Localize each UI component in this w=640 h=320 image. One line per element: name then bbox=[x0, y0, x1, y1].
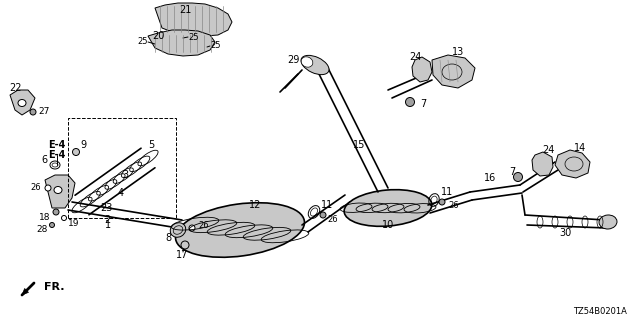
Text: 9: 9 bbox=[80, 140, 86, 150]
Text: 22: 22 bbox=[9, 83, 21, 93]
Text: 12: 12 bbox=[249, 200, 261, 210]
Circle shape bbox=[45, 185, 51, 191]
Text: 11: 11 bbox=[321, 200, 333, 210]
Circle shape bbox=[513, 172, 522, 181]
Text: 25: 25 bbox=[210, 42, 221, 51]
Polygon shape bbox=[555, 150, 590, 178]
Text: 19: 19 bbox=[68, 220, 79, 228]
Polygon shape bbox=[432, 55, 475, 88]
Ellipse shape bbox=[344, 190, 432, 226]
Text: 24: 24 bbox=[409, 52, 421, 62]
Text: 4: 4 bbox=[118, 188, 124, 198]
Text: 30: 30 bbox=[559, 228, 571, 238]
Text: 18: 18 bbox=[38, 212, 50, 221]
Circle shape bbox=[406, 98, 415, 107]
Circle shape bbox=[49, 222, 54, 228]
Text: 5: 5 bbox=[148, 140, 154, 150]
Text: 27: 27 bbox=[38, 108, 49, 116]
Text: 26: 26 bbox=[327, 215, 338, 225]
Ellipse shape bbox=[18, 100, 26, 107]
Ellipse shape bbox=[301, 57, 313, 67]
Circle shape bbox=[181, 241, 189, 249]
Text: 24: 24 bbox=[542, 145, 554, 155]
Polygon shape bbox=[45, 175, 75, 208]
Text: 26: 26 bbox=[448, 202, 459, 211]
Polygon shape bbox=[22, 289, 29, 295]
Text: 8: 8 bbox=[165, 233, 171, 243]
Text: 7: 7 bbox=[509, 167, 515, 177]
Text: 15: 15 bbox=[353, 140, 365, 150]
Circle shape bbox=[439, 199, 445, 205]
Polygon shape bbox=[75, 148, 155, 215]
Ellipse shape bbox=[175, 203, 305, 257]
Circle shape bbox=[72, 148, 79, 156]
Text: 26: 26 bbox=[30, 183, 41, 193]
Polygon shape bbox=[412, 57, 432, 82]
Text: 17: 17 bbox=[176, 250, 188, 260]
Ellipse shape bbox=[54, 187, 62, 194]
Circle shape bbox=[30, 109, 36, 115]
Ellipse shape bbox=[301, 55, 329, 75]
Polygon shape bbox=[155, 3, 232, 36]
Text: FR.: FR. bbox=[44, 282, 65, 292]
Text: E-4: E-4 bbox=[48, 150, 66, 160]
Circle shape bbox=[320, 212, 326, 218]
Text: 3: 3 bbox=[122, 170, 128, 180]
Text: 25: 25 bbox=[138, 37, 148, 46]
Bar bbox=[68, 118, 176, 218]
Text: 23: 23 bbox=[100, 203, 112, 213]
Text: TZ54B0201A: TZ54B0201A bbox=[573, 308, 627, 316]
Text: 10: 10 bbox=[382, 220, 394, 230]
Text: 7: 7 bbox=[420, 99, 426, 109]
Text: 21: 21 bbox=[179, 5, 191, 15]
Text: 25: 25 bbox=[188, 33, 198, 42]
Polygon shape bbox=[532, 152, 553, 176]
Polygon shape bbox=[10, 90, 35, 115]
Text: 14: 14 bbox=[574, 143, 586, 153]
Text: 2: 2 bbox=[104, 215, 110, 225]
Circle shape bbox=[61, 215, 67, 220]
Text: 1: 1 bbox=[105, 220, 111, 230]
Circle shape bbox=[189, 225, 195, 231]
Text: 26: 26 bbox=[198, 220, 209, 229]
Polygon shape bbox=[148, 30, 215, 56]
Text: 28: 28 bbox=[36, 226, 48, 235]
Text: 6: 6 bbox=[41, 155, 47, 165]
Text: 29: 29 bbox=[287, 55, 300, 65]
Text: 16: 16 bbox=[484, 173, 496, 183]
Text: E-4: E-4 bbox=[48, 140, 66, 150]
Ellipse shape bbox=[599, 215, 617, 229]
Text: 20: 20 bbox=[152, 31, 164, 41]
Text: 13: 13 bbox=[452, 47, 464, 57]
Ellipse shape bbox=[170, 223, 186, 237]
Text: 11: 11 bbox=[441, 187, 453, 197]
Circle shape bbox=[53, 209, 59, 215]
